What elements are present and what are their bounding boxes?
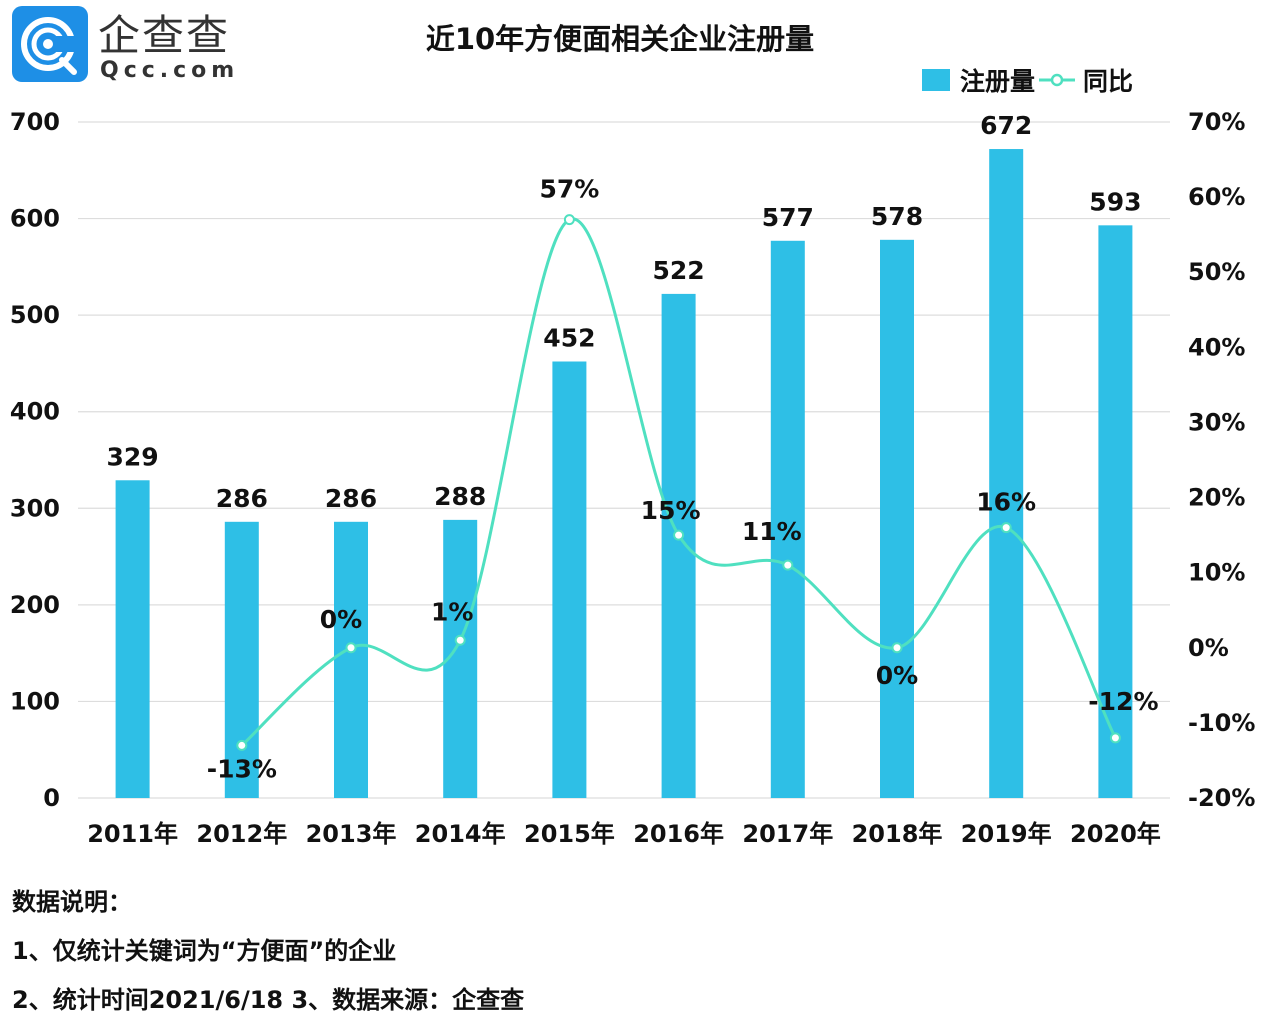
y-right-tick-label: 10%	[1188, 559, 1245, 587]
bar-value-label: 288	[434, 482, 486, 511]
bar-value-label: 329	[107, 442, 159, 471]
yoy-value-label: 15%	[641, 496, 701, 525]
legend-bar-swatch	[922, 69, 950, 91]
y-left-tick-label: 100	[10, 687, 60, 715]
yoy-value-label: 11%	[742, 517, 802, 546]
yoy-value-label: -13%	[207, 754, 277, 783]
yoy-value-label: 1%	[431, 597, 473, 626]
y-left-tick-label: 0	[43, 784, 60, 812]
y-right-tick-label: 30%	[1188, 408, 1245, 436]
brand-domain: Qcc.com	[100, 58, 240, 83]
x-tick-label: 2011年	[87, 820, 178, 848]
legend: 注册量 同比	[922, 62, 1133, 98]
legend-label-yoy: 同比	[1083, 67, 1134, 96]
bar	[770, 240, 805, 799]
yoy-point	[563, 214, 575, 226]
legend-label-registrations: 注册量	[960, 67, 1036, 96]
bar	[552, 361, 587, 798]
yoy-point	[236, 739, 248, 751]
bar	[989, 149, 1024, 799]
qcc-logo-icon	[12, 6, 88, 82]
y-left-tick-label: 700	[10, 108, 60, 136]
x-tick-label: 2020年	[1070, 820, 1161, 848]
y-right-tick-label: -10%	[1188, 709, 1255, 737]
legend-line-marker	[1039, 73, 1076, 87]
x-tick-label: 2019年	[961, 820, 1052, 848]
bar-value-label: 522	[653, 256, 705, 285]
bar-value-label: 577	[762, 203, 814, 232]
y-left-tick-label: 400	[10, 398, 60, 426]
x-tick-label: 2016年	[633, 820, 724, 848]
y-left-tick-label: 500	[10, 301, 60, 329]
bar	[224, 521, 259, 798]
x-tick-label: 2018年	[852, 820, 943, 848]
notes-heading: 数据说明：	[12, 888, 132, 916]
x-tick-label: 2015年	[524, 820, 615, 848]
yoy-point	[345, 642, 357, 654]
yoy-value-label: 0%	[320, 605, 362, 634]
bar-value-label: 452	[543, 323, 595, 352]
chart-area: 0 100 200 300 400 500 600 700 -20% -10% 0% 10% 20% 30…	[10, 108, 1256, 848]
y-right-tick-label: 0%	[1188, 634, 1229, 662]
data-notes: 数据说明： 1、仅统计关键词为“方便面”的企业 2、统计时间2021/6/18 …	[12, 878, 524, 1025]
y-right-tick-label: 20%	[1188, 484, 1245, 512]
y-right-tick-label: 40%	[1188, 333, 1245, 361]
yoy-point	[891, 642, 903, 654]
bar	[661, 293, 696, 798]
yoy-point	[782, 559, 794, 571]
bar	[880, 239, 914, 798]
y-right-tick-label: 60%	[1188, 183, 1245, 211]
yoy-value-label: 57%	[539, 175, 599, 204]
yoy-value-label: 16%	[976, 488, 1036, 517]
bar	[115, 480, 150, 798]
bar-value-label: 672	[980, 111, 1032, 140]
yoy-value-label: 0%	[876, 661, 918, 690]
brand-name: 企查查	[98, 11, 231, 60]
bar-value-label: 286	[325, 484, 377, 513]
notes-line-1: 1、仅统计关键词为“方便面”的企业	[12, 937, 397, 965]
x-tick-label: 2013年	[306, 820, 397, 848]
y-right-tick-label: 70%	[1188, 108, 1245, 136]
y-left-tick-label: 200	[10, 591, 60, 619]
yoy-line	[240, 217, 1117, 747]
y-right-tick-label: 50%	[1188, 258, 1245, 286]
yoy-value-label: -12%	[1088, 687, 1158, 716]
y-left-tick-label: 600	[10, 205, 60, 233]
yoy-point	[1000, 522, 1012, 534]
yoy-point	[1109, 732, 1121, 744]
x-tick-label: 2012年	[196, 820, 287, 848]
bar-value-label: 286	[216, 484, 268, 513]
x-tick-label: 2017年	[742, 820, 833, 848]
chart-title: 近10年方便面相关企业注册量	[425, 22, 815, 56]
yoy-point	[673, 529, 685, 541]
bar	[1098, 225, 1133, 798]
bar-value-label: 578	[871, 202, 923, 231]
x-tick-label: 2014年	[415, 820, 506, 848]
y-left-tick-label: 300	[10, 494, 60, 522]
y-right-tick-label: -20%	[1188, 784, 1255, 812]
bar	[334, 521, 368, 798]
yoy-point	[454, 634, 466, 646]
notes-line-2: 2、统计时间2021/6/18 3、数据来源：企查查	[12, 986, 525, 1014]
bar-value-label: 593	[1089, 187, 1141, 216]
